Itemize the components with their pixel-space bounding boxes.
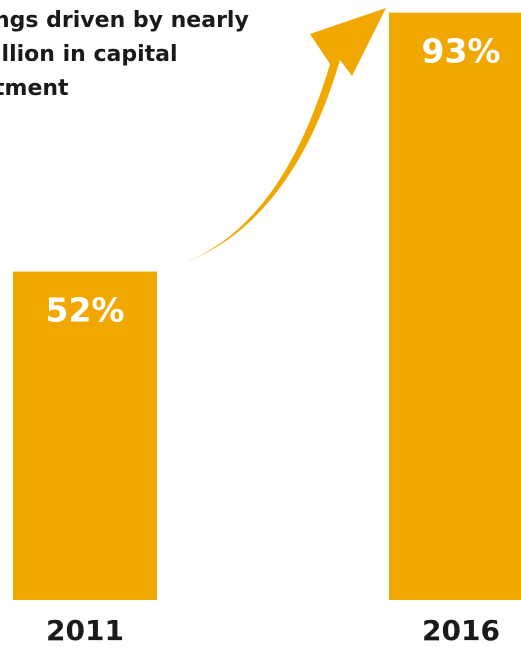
annotation-line-3: tment — [0, 76, 69, 101]
curved-arrow-icon — [160, 8, 386, 270]
bar-2011 — [13, 271, 157, 600]
category-label-2011: 2011 — [46, 614, 124, 647]
value-label-2016: 93% — [422, 32, 501, 71]
category-label-2016: 2016 — [422, 614, 500, 647]
annotation-line-1: ngs driven by nearly — [0, 8, 249, 33]
annotation-text: ngs driven by nearly illion in capital t… — [0, 4, 324, 106]
value-label-2011: 52% — [46, 291, 125, 330]
bar-2016 — [389, 12, 521, 600]
annotation-line-2: illion in capital — [0, 42, 178, 67]
